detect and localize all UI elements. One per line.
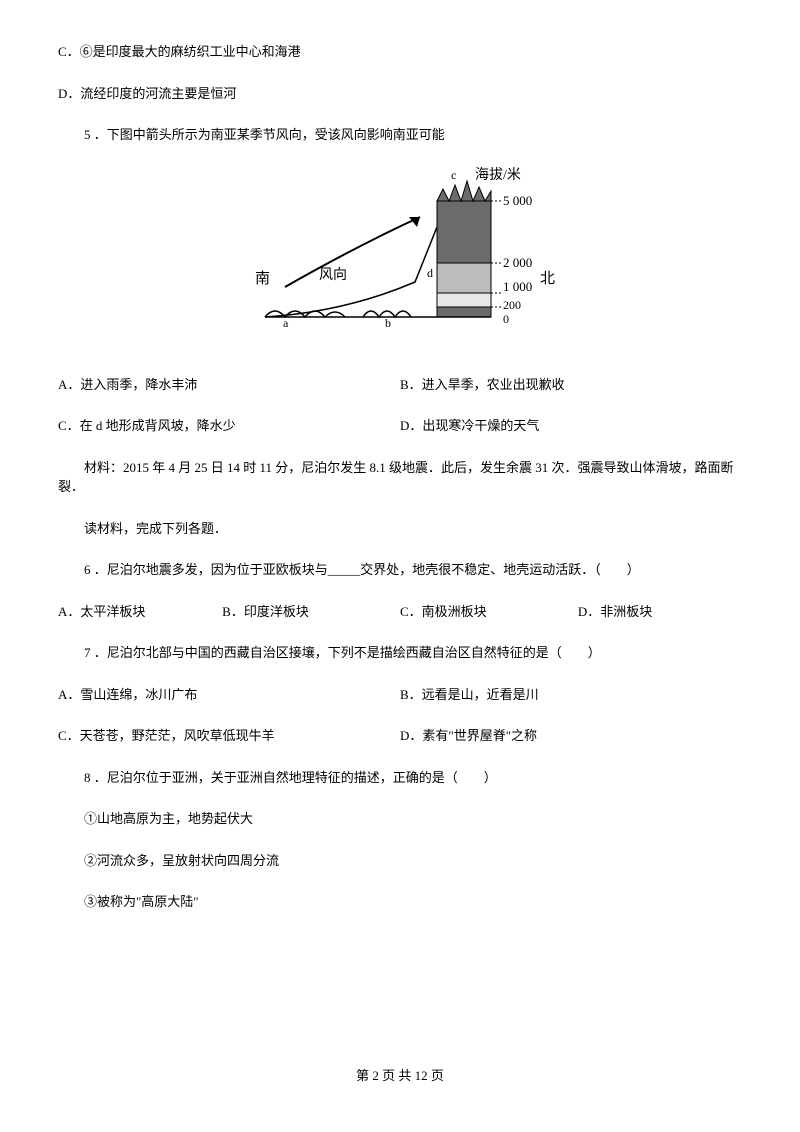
prev-option-c: C．⑥是印度最大的麻纺织工业中心和海港 [58,42,742,62]
fig-label-5000: 5 000 [503,193,532,208]
q7-opt-c: C．天苍苍，野茫茫，风吹草低现牛羊 [58,726,400,746]
question-5: 5 ．下图中箭头所示为南亚某季节风向，受该风向影响南亚可能 [58,125,742,145]
q8-item-1: ①山地高原为主，地势起伏大 [58,809,742,829]
q6-opt-d: D．非洲板块 [578,602,742,622]
fig-label-1000: 1 000 [503,279,532,294]
question-8: 8 ．尼泊尔位于亚洲，关于亚洲自然地理特征的描述，正确的是（ ） [58,768,742,788]
fig-label-2000: 2 000 [503,255,532,270]
q5-opt-d: D．出现寒冷干燥的天气 [400,416,742,436]
fig-label-c: c [451,168,456,182]
fig-label-south: 南 [255,270,270,287]
question-7: 7 ．尼泊尔北部与中国的西藏自治区接壤，下列不是描绘西藏自治区自然特征的是（ ） [58,643,742,663]
q6-opt-b: B．印度洋板块 [222,602,400,622]
fig-label-0: 0 [503,312,509,326]
q8-item-3: ③被称为"高原大陆" [58,892,742,912]
prev-option-d: D．流经印度的河流主要是恒河 [58,84,742,104]
q7-opt-b: B．远看是山，近看是川 [400,685,742,705]
page-footer: 第 2 页 共 12 页 [0,1065,800,1084]
q5-opt-b: B．进入旱季，农业出现歉收 [400,375,742,395]
fig-label-a: a [283,316,289,330]
material-text: 材料：2015 年 4 月 25 日 14 时 11 分，尼泊尔发生 8.1 级… [58,458,742,497]
fig-label-d: d [427,266,433,280]
q5-opt-a: A．进入雨季，降水丰沛 [58,375,400,395]
q6-opt-a: A．太平洋板块 [58,602,222,622]
question-6: 6 ．尼泊尔地震多发，因为位于亚欧板块与_____交界处，地壳很不稳定、地壳运动… [58,560,742,580]
fig-label-b: b [385,316,391,330]
q8-item-2: ②河流众多，呈放射状向四周分流 [58,851,742,871]
fig-label-wind: 风向 [319,267,347,283]
q7-opt-d: D．素有"世界屋脊"之称 [400,726,742,746]
q6-opt-c: C．南极洲板块 [400,602,578,622]
fig-label-altitude: 海拔/米 [475,167,521,183]
material-read: 读材料，完成下列各题． [58,519,742,539]
q5-opt-c: C．在 d 地形成背风坡，降水少 [58,416,400,436]
fig-label-200: 200 [503,298,521,312]
q7-opt-a: A．雪山连绵，冰川广布 [58,685,400,705]
figure-q5: 海拔/米 5 000 2 000 1 000 200 0 北 南 风向 a b … [58,167,742,347]
fig-label-north: 北 [540,270,555,287]
